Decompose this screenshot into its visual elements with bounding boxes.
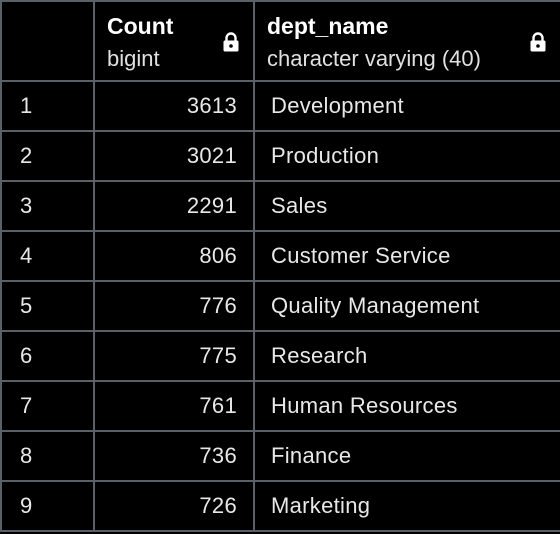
column-header-dept-name[interactable]: dept_name character varying (40)	[253, 0, 560, 82]
cell-dept-name[interactable]: Customer Service	[253, 230, 560, 282]
cell-dept-name[interactable]: Production	[253, 130, 560, 182]
cell-dept-name[interactable]: Human Resources	[253, 380, 560, 432]
cell-count[interactable]: 726	[93, 480, 255, 532]
row-number[interactable]: 6	[0, 330, 95, 382]
table-row[interactable]: 2 3021 Production	[0, 130, 560, 182]
cell-count[interactable]: 3613	[93, 80, 255, 132]
header-row: Count bigint dept_name character varying…	[0, 0, 560, 82]
table-row[interactable]: 3 2291 Sales	[0, 180, 560, 232]
cell-count[interactable]: 3021	[93, 130, 255, 182]
cell-dept-name[interactable]: Marketing	[253, 480, 560, 532]
cell-dept-name[interactable]: Finance	[253, 430, 560, 482]
cell-dept-name[interactable]: Research	[253, 330, 560, 382]
table-row[interactable]: 8 736 Finance	[0, 430, 560, 482]
cell-count[interactable]: 806	[93, 230, 255, 282]
row-number[interactable]: 7	[0, 380, 95, 432]
table-row[interactable]: 4 806 Customer Service	[0, 230, 560, 282]
table-row[interactable]: 6 775 Research	[0, 330, 560, 382]
row-number[interactable]: 5	[0, 280, 95, 332]
table-row[interactable]: 1 3613 Development	[0, 80, 560, 132]
column-name: dept_name	[267, 13, 389, 39]
cell-dept-name[interactable]: Sales	[253, 180, 560, 232]
column-type: bigint	[107, 46, 160, 71]
row-number-header[interactable]	[0, 0, 95, 82]
table-row[interactable]: 7 761 Human Resources	[0, 380, 560, 432]
column-name: Count	[107, 13, 174, 39]
lock-icon	[530, 32, 546, 52]
cell-count[interactable]: 776	[93, 280, 255, 332]
row-number[interactable]: 9	[0, 480, 95, 532]
cell-dept-name[interactable]: Quality Management	[253, 280, 560, 332]
table-row[interactable]: 5 776 Quality Management	[0, 280, 560, 332]
cell-dept-name[interactable]: Development	[253, 80, 560, 132]
table-row[interactable]: 9 726 Marketing	[0, 480, 560, 532]
row-number[interactable]: 8	[0, 430, 95, 482]
cell-count[interactable]: 736	[93, 430, 255, 482]
row-number[interactable]: 2	[0, 130, 95, 182]
row-number[interactable]: 1	[0, 80, 95, 132]
cell-count[interactable]: 2291	[93, 180, 255, 232]
row-number[interactable]: 3	[0, 180, 95, 232]
cell-count[interactable]: 775	[93, 330, 255, 382]
row-number[interactable]: 4	[0, 230, 95, 282]
column-type: character varying (40)	[267, 46, 481, 71]
cell-count[interactable]: 761	[93, 380, 255, 432]
lock-icon	[223, 32, 239, 52]
column-header-count[interactable]: Count bigint	[93, 0, 255, 82]
